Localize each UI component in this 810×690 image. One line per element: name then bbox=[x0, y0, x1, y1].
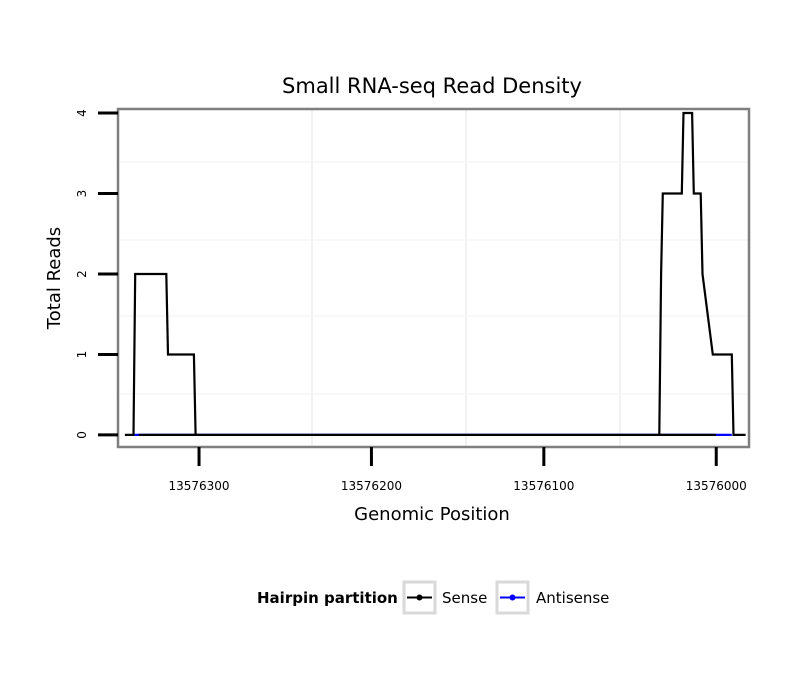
legend-key-antisense-point bbox=[509, 594, 516, 601]
x-axis-ticks: 13576300 13576200 13576100 13576000 bbox=[168, 447, 747, 493]
y-tick-label: 1 bbox=[75, 351, 89, 359]
chart-title: Small RNA-seq Read Density bbox=[282, 74, 582, 98]
legend-label-sense: Sense bbox=[442, 589, 487, 607]
x-tick-label: 13576100 bbox=[513, 479, 574, 493]
legend-key-sense-point bbox=[416, 594, 423, 601]
x-tick-label: 13576200 bbox=[341, 479, 402, 493]
legend-title: Hairpin partition bbox=[257, 589, 398, 607]
series-layer bbox=[124, 111, 746, 436]
gridlines bbox=[118, 109, 749, 447]
x-tick-label: 13576000 bbox=[686, 479, 747, 493]
x-axis-title: Genomic Position bbox=[354, 504, 510, 525]
y-tick-label: 3 bbox=[75, 190, 89, 198]
y-tick-label: 0 bbox=[75, 431, 89, 439]
y-tick-label: 2 bbox=[75, 270, 89, 278]
y-axis-title: Total Reads bbox=[44, 227, 65, 330]
x-tick-label: 13576300 bbox=[168, 479, 229, 493]
y-tick-label: 4 bbox=[75, 109, 89, 117]
y-axis-ticks: 0 1 2 3 4 bbox=[75, 109, 118, 439]
plot-panel-border bbox=[116, 107, 751, 449]
legend: Hairpin partition Sense Antisense bbox=[257, 580, 609, 615]
series-line-sense bbox=[124, 111, 746, 436]
legend-label-antisense: Antisense bbox=[536, 589, 609, 607]
